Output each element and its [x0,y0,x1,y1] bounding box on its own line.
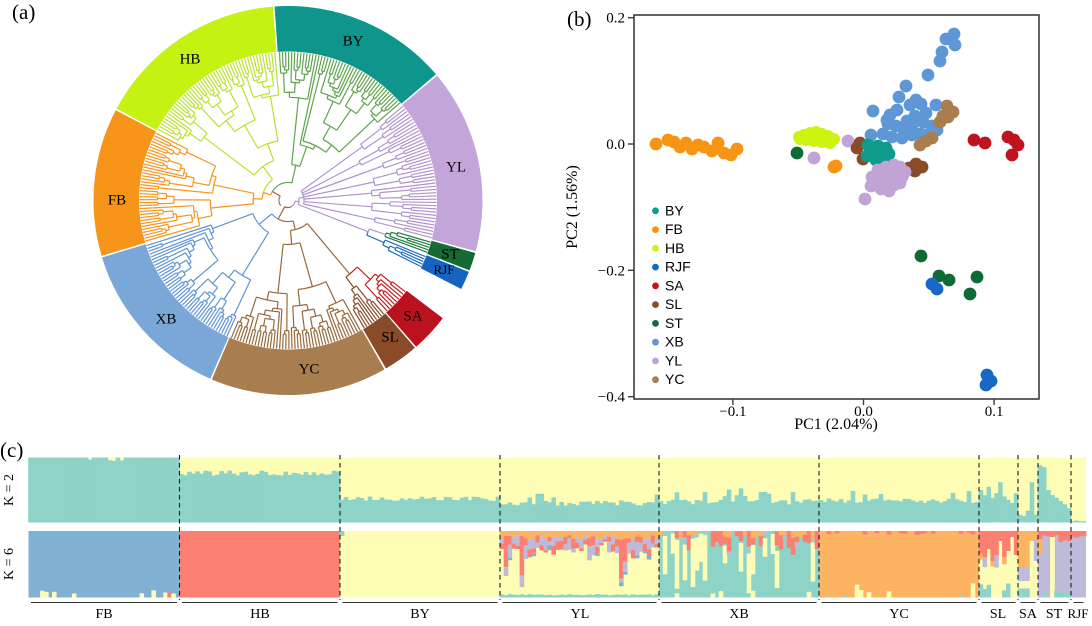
svg-text:0.1: 0.1 [985,404,1004,420]
svg-text:FB: FB [95,607,112,622]
svg-text:RJF: RJF [434,262,455,277]
svg-text:YC: YC [889,607,908,622]
svg-text:SL: SL [990,607,1006,622]
svg-text:ST: ST [1046,607,1063,622]
svg-text:ST: ST [665,315,683,331]
svg-text:BY: BY [410,607,429,622]
svg-text:XB: XB [156,311,177,327]
svg-text:0.2: 0.2 [606,11,625,27]
svg-text:BY: BY [343,33,364,49]
svg-text:SA: SA [1019,607,1038,622]
svg-text:YL: YL [446,159,466,175]
svg-text:0.0: 0.0 [854,404,873,420]
svg-text:PC1 (2.04%): PC1 (2.04%) [794,416,878,433]
svg-text:−0.4: −0.4 [598,390,626,406]
svg-text:K = 2: K = 2 [2,474,17,506]
svg-text:SL: SL [381,329,399,345]
svg-text:XB: XB [729,607,748,622]
svg-text:RJF: RJF [665,259,691,275]
svg-text:YL: YL [571,607,590,622]
svg-text:HB: HB [250,607,269,622]
svg-text:HB: HB [180,51,201,67]
svg-text:K = 6: K = 6 [2,548,17,580]
svg-text:0.0: 0.0 [606,137,625,153]
svg-text:FB: FB [665,221,683,237]
svg-text:YC: YC [665,371,684,387]
svg-text:XB: XB [665,334,684,350]
svg-text:SA: SA [665,277,684,293]
svg-text:ST: ST [441,246,459,262]
svg-text:FB: FB [108,192,126,208]
svg-text:RJF: RJF [1068,606,1089,621]
svg-text:HB: HB [665,240,684,256]
svg-text:YL: YL [665,353,682,369]
svg-text:−0.2: −0.2 [598,263,625,279]
svg-text:BY: BY [665,202,684,218]
svg-text:SA: SA [403,308,422,324]
svg-text:YC: YC [299,361,320,377]
svg-text:−0.1: −0.1 [719,404,746,420]
svg-text:PC2 (1.56%): PC2 (1.56%) [564,165,581,249]
svg-text:SL: SL [665,296,682,312]
